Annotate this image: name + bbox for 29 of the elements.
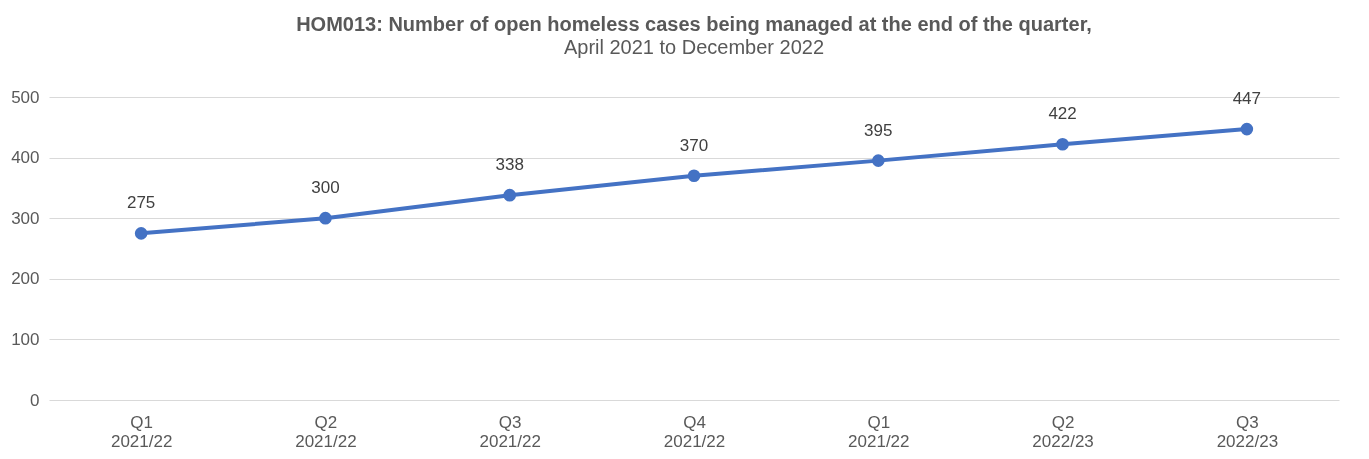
- point: [134, 227, 148, 240]
- y-tick-label: 300: [11, 208, 40, 228]
- x-tick-label: Q1 2021/22: [110, 412, 173, 451]
- data-label: 447: [1232, 89, 1262, 109]
- data-label: 422: [1048, 104, 1077, 124]
- y-tick-label: 200: [11, 269, 40, 289]
- x-tick-label: Q1 2021/22: [848, 412, 910, 451]
- point: [1056, 137, 1069, 151]
- x-tick-label: Q2 2021/22: [295, 412, 357, 451]
- y-tick-label: 500: [11, 87, 40, 107]
- point: [871, 154, 885, 167]
- chart-subtitle: April 2021 to December 2022: [563, 36, 825, 58]
- x-tick-label: Q2 2022/23: [1032, 412, 1094, 451]
- x-tick-label: Q3 2022/23: [1216, 412, 1279, 451]
- x-tick-label: Q4 2021/22: [663, 412, 726, 451]
- x-tick-label: Q3 2021/22: [479, 412, 541, 451]
- data-label: 300: [311, 178, 340, 198]
- y-tick-label: 100: [11, 329, 40, 349]
- point: [687, 169, 701, 183]
- data-label: 338: [495, 155, 524, 175]
- data-label: 395: [864, 120, 893, 140]
- data-label: 370: [679, 135, 709, 155]
- y-tick-label: 400: [11, 148, 40, 168]
- data-label: 275: [126, 193, 156, 213]
- y-tick-label: 0: [30, 390, 40, 410]
- point: [1240, 122, 1254, 136]
- chart-title: HOM013: Number of open homeless cases being managed at the end of the quarter,: [296, 13, 1092, 35]
- point: [319, 211, 332, 225]
- point: [503, 188, 517, 202]
